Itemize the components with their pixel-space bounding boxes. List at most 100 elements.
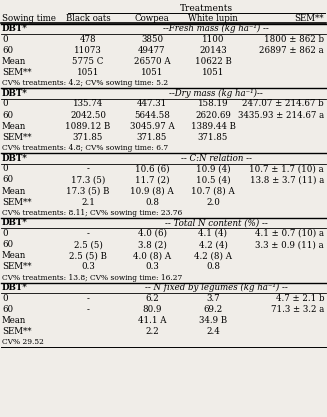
Text: -- Total N content (%) --: -- Total N content (%) -- — [164, 219, 267, 227]
Text: 158.19: 158.19 — [198, 99, 228, 108]
Text: 1051: 1051 — [77, 68, 99, 77]
Text: 478: 478 — [80, 35, 96, 43]
Text: 0: 0 — [2, 99, 8, 108]
Text: 2.5 (5) B: 2.5 (5) B — [69, 251, 107, 260]
Text: DBT*: DBT* — [2, 219, 28, 227]
Text: CV% treatments: 4.8; CV% sowing time: 6.7: CV% treatments: 4.8; CV% sowing time: 6.… — [2, 144, 168, 152]
Text: 10.9 (8) A: 10.9 (8) A — [130, 186, 174, 196]
Text: DBT*: DBT* — [2, 153, 28, 163]
Text: 10.7 ± 1.7 (10) a: 10.7 ± 1.7 (10) a — [250, 164, 324, 173]
Text: 4.1 ± 0.7 (10) a: 4.1 ± 0.7 (10) a — [255, 229, 324, 238]
Text: SEM**: SEM** — [2, 133, 31, 142]
Text: 1800 ± 862 b: 1800 ± 862 b — [264, 35, 324, 43]
Text: 4.2 (4): 4.2 (4) — [198, 240, 228, 249]
Text: 60: 60 — [2, 305, 13, 314]
Text: SEM**: SEM** — [2, 327, 31, 336]
Text: 4.2 (8) A: 4.2 (8) A — [194, 251, 232, 260]
Text: 3.7: 3.7 — [206, 294, 220, 303]
Text: 0.8: 0.8 — [145, 198, 159, 207]
Text: 3.3 ± 0.9 (11) a: 3.3 ± 0.9 (11) a — [255, 240, 324, 249]
Text: 2.4: 2.4 — [206, 327, 220, 336]
Text: 371.85: 371.85 — [198, 133, 228, 142]
Text: 1051: 1051 — [202, 68, 224, 77]
Text: SEM**: SEM** — [2, 68, 31, 77]
Text: DBT*: DBT* — [2, 89, 28, 98]
Text: 10.7 (8) A: 10.7 (8) A — [191, 186, 235, 196]
Text: 11.7 (2): 11.7 (2) — [135, 175, 169, 184]
Text: Mean: Mean — [2, 122, 26, 131]
Text: 10.6 (6): 10.6 (6) — [135, 164, 169, 173]
Text: 69.2: 69.2 — [203, 305, 223, 314]
Text: 60: 60 — [2, 175, 13, 184]
Text: 247.07 ± 214.67 b: 247.07 ± 214.67 b — [242, 99, 324, 108]
Text: 41.1 A: 41.1 A — [138, 316, 166, 325]
Text: 2.2: 2.2 — [145, 327, 159, 336]
Text: 4.0 (8) A: 4.0 (8) A — [133, 251, 171, 260]
Text: 10.5 (4): 10.5 (4) — [196, 175, 230, 184]
Text: 6.2: 6.2 — [145, 294, 159, 303]
Text: 2.0: 2.0 — [206, 198, 220, 207]
Text: Mean: Mean — [2, 251, 26, 260]
Text: Black oats: Black oats — [66, 14, 111, 23]
Text: 2.1: 2.1 — [81, 198, 95, 207]
Text: 2042.50: 2042.50 — [70, 111, 106, 120]
Text: 60: 60 — [2, 46, 13, 55]
Text: 71.3 ± 3.2 a: 71.3 ± 3.2 a — [271, 305, 324, 314]
Text: 60: 60 — [2, 111, 13, 120]
Text: 371.85: 371.85 — [73, 133, 103, 142]
Text: 20143: 20143 — [199, 46, 227, 55]
Text: 0.3: 0.3 — [81, 262, 95, 271]
Text: Mean: Mean — [2, 316, 26, 325]
Text: 1100: 1100 — [202, 35, 224, 43]
Text: Mean: Mean — [2, 57, 26, 66]
Text: 26897 ± 862 a: 26897 ± 862 a — [259, 46, 324, 55]
Text: CV% treatments: 13.8; CV% sowing time: 16.27: CV% treatments: 13.8; CV% sowing time: 1… — [2, 274, 182, 282]
Text: 26570 A: 26570 A — [134, 57, 170, 66]
Text: 1389.44 B: 1389.44 B — [191, 122, 235, 131]
Text: CV% 29.52: CV% 29.52 — [2, 339, 44, 347]
Text: 2.5 (5): 2.5 (5) — [74, 240, 102, 249]
Text: SEM**: SEM** — [2, 262, 31, 271]
Text: 1051: 1051 — [141, 68, 163, 77]
Text: 60: 60 — [2, 240, 13, 249]
Text: Mean: Mean — [2, 186, 26, 196]
Text: 4.0 (6): 4.0 (6) — [137, 229, 166, 238]
Text: 5644.58: 5644.58 — [134, 111, 170, 120]
Text: 0: 0 — [2, 294, 8, 303]
Text: 4.7 ± 2.1 b: 4.7 ± 2.1 b — [276, 294, 324, 303]
Text: 17.3 (5) B: 17.3 (5) B — [66, 186, 110, 196]
Text: 80.9: 80.9 — [142, 305, 162, 314]
Text: 34.9 B: 34.9 B — [199, 316, 227, 325]
Text: 49477: 49477 — [138, 46, 166, 55]
Text: Sowing time: Sowing time — [2, 14, 56, 23]
Text: -: - — [87, 294, 90, 303]
Text: 0.3: 0.3 — [145, 262, 159, 271]
Text: 3435.93 ± 214.67 a: 3435.93 ± 214.67 a — [238, 111, 324, 120]
Text: SEM**: SEM** — [295, 14, 324, 23]
Text: CV% treatments: 4.2; CV% sowing time: 5.2: CV% treatments: 4.2; CV% sowing time: 5.… — [2, 79, 168, 87]
Text: SEM**: SEM** — [2, 198, 31, 207]
Text: 0: 0 — [2, 164, 8, 173]
Text: 0: 0 — [2, 229, 8, 238]
Text: 17.3 (5): 17.3 (5) — [71, 175, 105, 184]
Text: -- C:N relation --: -- C:N relation -- — [181, 153, 251, 163]
Text: --Dry mass (kg ha⁻¹)--: --Dry mass (kg ha⁻¹)-- — [169, 89, 263, 98]
Text: 10622 B: 10622 B — [195, 57, 232, 66]
Text: 1089.12 B: 1089.12 B — [65, 122, 111, 131]
Text: --Fresh mass (kg ha⁻¹) --: --Fresh mass (kg ha⁻¹) -- — [163, 24, 269, 33]
Text: 11073: 11073 — [74, 46, 102, 55]
Text: 371.85: 371.85 — [137, 133, 167, 142]
Text: White lupin: White lupin — [188, 14, 238, 23]
Text: 0: 0 — [2, 35, 8, 43]
Text: -: - — [87, 305, 90, 314]
Text: DBT*: DBT* — [2, 24, 28, 33]
Text: -: - — [87, 164, 90, 173]
Text: 0.8: 0.8 — [206, 262, 220, 271]
Text: -- N fixed by legumes (kg ha⁻¹) --: -- N fixed by legumes (kg ha⁻¹) -- — [145, 283, 287, 292]
Text: 4.1 (4): 4.1 (4) — [198, 229, 228, 238]
Text: Cowpea: Cowpea — [135, 14, 169, 23]
Text: CV% treatments: 8.11; CV% sowing time: 23.76: CV% treatments: 8.11; CV% sowing time: 2… — [2, 209, 182, 217]
Text: 3.8 (2): 3.8 (2) — [138, 240, 166, 249]
Text: 447.31: 447.31 — [137, 99, 167, 108]
Text: 5775 C: 5775 C — [72, 57, 104, 66]
